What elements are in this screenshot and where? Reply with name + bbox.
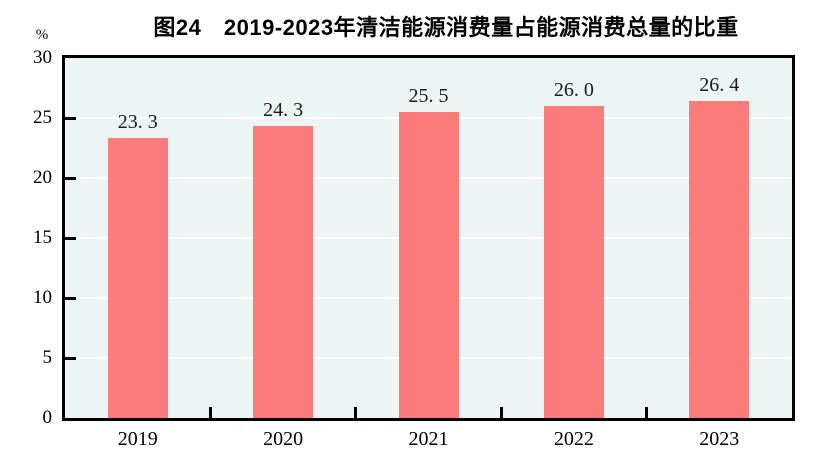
y-tick-label-25: 25 <box>33 107 52 128</box>
y-tick-label-10: 10 <box>33 287 52 308</box>
bar-2023 <box>689 101 750 418</box>
x-tick-label-2020: 2020 <box>263 428 304 450</box>
x-tick-label-2023: 2023 <box>699 428 740 450</box>
x-tick-label-2021: 2021 <box>408 428 449 450</box>
y-tick-mark-25 <box>65 116 76 120</box>
y-tick-label-5: 5 <box>42 347 53 368</box>
y-tick-label-20: 20 <box>33 167 52 188</box>
bar-2019 <box>107 138 168 418</box>
bar-value-label-2022: 26. 0 <box>553 79 594 101</box>
bar-value-label-2021: 25. 5 <box>408 85 449 107</box>
x-tick-mark-3 <box>499 407 503 418</box>
y-tick-mark-10 <box>65 296 76 300</box>
bar-2020 <box>253 126 314 418</box>
x-tick-mark-1 <box>208 407 212 418</box>
y-tick-mark-20 <box>65 176 76 180</box>
bar-2022 <box>543 106 604 418</box>
y-tick-label-15: 15 <box>33 227 52 248</box>
bar-2021 <box>398 112 459 418</box>
y-tick-label-30: 30 <box>33 47 52 68</box>
y-tick-mark-15 <box>65 236 76 240</box>
bar-value-label-2020: 24. 3 <box>263 99 304 122</box>
x-tick-mark-2 <box>354 407 358 418</box>
x-tick-label-2022: 2022 <box>553 428 594 450</box>
y-tick-mark-5 <box>65 356 76 360</box>
bar-value-label-2023: 26. 4 <box>699 74 740 97</box>
x-tick-mark-4 <box>645 407 649 418</box>
x-tick-label-2019: 2019 <box>117 428 158 450</box>
plot-area: 23. 3 24. 3 25. 5 26. 0 26. 4 <box>62 55 795 421</box>
y-tick-label-0: 0 <box>42 407 53 428</box>
y-axis-unit-label: % <box>35 27 49 43</box>
chart-title: 图24 2019-2023年清洁能源消费量占能源消费总量的比重 <box>153 15 739 40</box>
bar-value-label-2019: 23. 3 <box>117 111 158 134</box>
